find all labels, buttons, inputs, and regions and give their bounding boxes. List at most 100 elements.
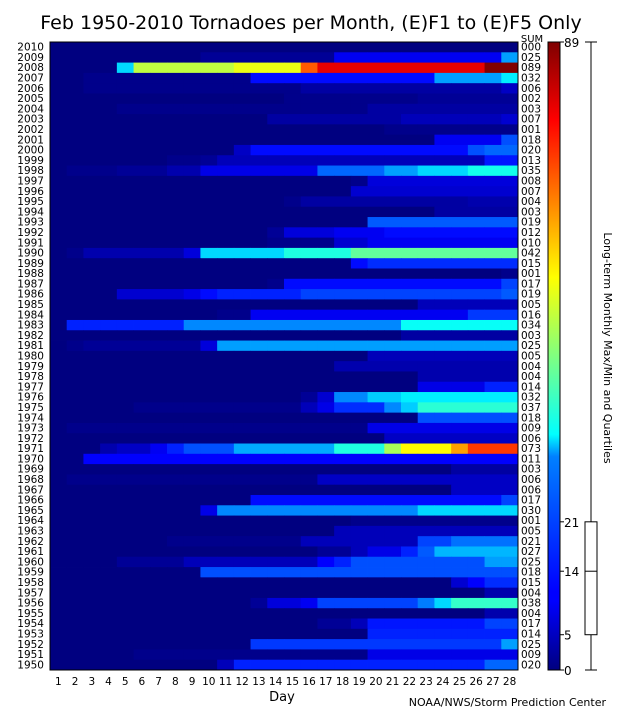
heatmap-cell	[484, 289, 502, 300]
heatmap-cell	[83, 587, 101, 599]
heatmap-cell	[467, 227, 485, 239]
heatmap-cell	[350, 453, 368, 465]
heatmap-cell	[501, 134, 519, 146]
day-tick-label: 14	[269, 676, 283, 688]
heatmap-cell	[401, 412, 419, 424]
sum-label: 034	[521, 320, 541, 332]
heatmap-cell	[233, 597, 251, 609]
heatmap-cell	[350, 515, 368, 527]
heatmap-cell	[384, 525, 402, 537]
heatmap-cell	[451, 392, 469, 403]
heatmap-cell	[334, 443, 352, 455]
heatmap-cell	[100, 155, 118, 166]
heatmap-cell	[367, 361, 385, 372]
heatmap-cell	[116, 556, 134, 568]
heatmap-cell	[183, 567, 201, 578]
heatmap-cell	[66, 361, 84, 372]
heatmap-cell	[50, 639, 68, 650]
heatmap-cell	[501, 196, 519, 208]
heatmap-cell	[217, 628, 235, 640]
heatmap-cell	[350, 42, 368, 53]
heatmap-cell	[66, 62, 84, 74]
year-tick-label: 1990	[17, 248, 44, 260]
heatmap-cell	[367, 217, 385, 228]
heatmap-cell	[200, 567, 218, 578]
heatmap-cell	[434, 206, 452, 218]
heatmap-cell	[133, 268, 151, 280]
heatmap-cell	[434, 392, 452, 403]
heatmap-cell	[133, 309, 151, 321]
heatmap-cell	[467, 206, 485, 218]
heatmap-cell	[501, 659, 519, 671]
sum-label: 018	[521, 567, 541, 579]
day-tick-label: 16	[302, 676, 316, 688]
sum-label: 021	[521, 536, 541, 548]
heatmap-cell	[367, 52, 385, 63]
heatmap-cell	[384, 464, 402, 475]
heatmap-cell	[284, 217, 302, 228]
heatmap-cell	[83, 227, 101, 239]
heatmap-cell	[300, 103, 318, 115]
heatmap-cell	[200, 72, 218, 84]
heatmap-cell	[317, 247, 335, 259]
heatmap-cell	[183, 186, 201, 197]
heatmap-cell	[83, 83, 101, 94]
heatmap-cell	[150, 659, 168, 671]
heatmap-cell	[217, 114, 235, 125]
heatmap-cell	[116, 124, 134, 136]
heatmap-cell	[334, 587, 352, 599]
heatmap-cell	[434, 93, 452, 105]
heatmap-cell	[484, 268, 502, 280]
heatmap-cell	[200, 443, 218, 455]
year-tick-label: 1957	[17, 587, 44, 599]
heatmap-cell	[267, 83, 285, 94]
heatmap-cell	[83, 494, 101, 506]
year-tick-label: 1977	[17, 381, 44, 393]
heatmap-cell	[317, 484, 335, 496]
heatmap-cell	[267, 659, 285, 671]
heatmap-cell	[434, 350, 452, 362]
heatmap-cell	[350, 62, 368, 74]
year-tick-label: 2008	[17, 62, 44, 74]
heatmap-cell	[100, 247, 118, 259]
heatmap-cell	[384, 422, 402, 434]
heatmap-cell	[167, 217, 185, 228]
heatmap-cell	[317, 330, 335, 341]
heatmap-cell	[50, 83, 68, 94]
heatmap-cell	[100, 402, 118, 414]
heatmap-cell	[83, 597, 101, 609]
heatmap-cell	[50, 587, 68, 599]
heatmap-cell	[150, 556, 168, 568]
heatmap-cell	[401, 381, 419, 393]
sum-label: 011	[521, 454, 541, 466]
heatmap-cell	[451, 515, 469, 527]
heatmap-cell	[284, 114, 302, 125]
heatmap-cell	[451, 62, 469, 74]
heatmap-cell	[367, 196, 385, 208]
heatmap-cell	[417, 330, 435, 341]
heatmap-cell	[300, 155, 318, 166]
heatmap-cell	[284, 124, 302, 136]
heatmap-cell	[133, 628, 151, 640]
heatmap-cell	[267, 114, 285, 125]
heatmap-cell	[417, 289, 435, 300]
heatmap-cell	[167, 392, 185, 403]
heatmap-cell	[100, 144, 118, 156]
heatmap-cell	[317, 361, 335, 372]
heatmap-cell	[50, 608, 68, 619]
sum-label: 015	[521, 258, 541, 270]
heatmap-cell	[350, 464, 368, 475]
heatmap-cell	[384, 62, 402, 74]
heatmap-cell	[367, 381, 385, 393]
heatmap-cell	[467, 114, 485, 125]
heatmap-cell	[116, 299, 134, 311]
heatmap-cell	[100, 268, 118, 280]
heatmap-cell	[150, 186, 168, 197]
heatmap-cell	[367, 155, 385, 166]
heatmap-cell	[167, 196, 185, 208]
heatmap-cell	[451, 577, 469, 589]
heatmap-cell	[200, 278, 218, 290]
heatmap-cell	[350, 474, 368, 486]
heatmap-cell	[267, 371, 285, 383]
heatmap-cell	[384, 247, 402, 259]
